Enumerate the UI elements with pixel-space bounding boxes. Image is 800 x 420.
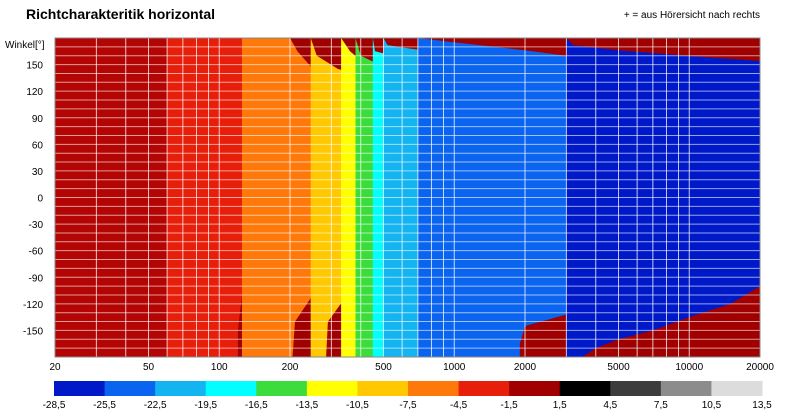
colorbar-swatch	[306, 381, 358, 396]
plot-border	[54, 37, 761, 358]
y-tick-label: 0	[37, 194, 43, 205]
y-tick-label: -90	[29, 273, 44, 284]
y-tick-label: 150	[26, 61, 43, 72]
colorbar-swatch	[54, 381, 106, 396]
colorbar-label: -1,5	[501, 400, 519, 411]
x-tick-label: 1000	[443, 362, 466, 373]
y-tick-label: -30	[29, 220, 44, 231]
x-axis-ticks: 20 50 100 200 500 1000 2000 5000 10000 20000	[49, 362, 774, 373]
colorbar-swatch	[155, 381, 207, 396]
y-tick-label: 120	[26, 87, 43, 98]
grid-lines	[54, 37, 761, 358]
colorbar-swatch	[660, 381, 712, 396]
colorbar-swatch	[509, 381, 561, 396]
colorbar-swatch	[458, 381, 510, 396]
colorbar-swatch	[711, 381, 763, 396]
y-tick-label: 30	[32, 167, 44, 178]
colorbar-label: -16,5	[245, 400, 268, 411]
chart-note: + = aus Hörersicht nach rechts	[623, 10, 760, 21]
x-tick-label: 20	[49, 362, 61, 373]
x-tick-label: 10000	[675, 362, 703, 373]
x-tick-label: 500	[375, 362, 392, 373]
colorbar-swatch	[256, 381, 308, 396]
x-tick-label: 100	[211, 362, 228, 373]
colorbar-label: -19,5	[194, 400, 217, 411]
y-tick-label: -150	[23, 326, 43, 337]
x-tick-label: 200	[282, 362, 299, 373]
colorbar-swatch	[610, 381, 662, 396]
y-axis-label: Winkel[°]	[5, 40, 45, 51]
colorbar-swatch	[559, 381, 611, 396]
chart-title: Richtcharakteritik horizontal	[26, 6, 216, 22]
y-axis-ticks: 150 120 90 60 30 0 -30 -60 -90 -120 -150	[23, 61, 43, 338]
colorbar-label: 4,5	[603, 400, 617, 411]
y-tick-label: 60	[32, 140, 44, 151]
x-tick-label: 5000	[607, 362, 630, 373]
colorbar-label: -28,5	[43, 400, 66, 411]
colorbar-label: -13,5	[295, 400, 318, 411]
x-tick-label: 20000	[746, 362, 774, 373]
colorbar-swatch	[104, 381, 156, 396]
colorbar-label: -10,5	[346, 400, 369, 411]
colorbar-label: 1,5	[553, 400, 567, 411]
colorbar-swatch	[408, 381, 460, 396]
colorbar-label: -22,5	[144, 400, 167, 411]
x-tick-label: 2000	[514, 362, 537, 373]
x-tick-label: 50	[143, 362, 155, 373]
colorbar-label: 10,5	[702, 400, 722, 411]
colorbar-swatch	[205, 381, 257, 396]
colorbar-label: 7,5	[654, 400, 668, 411]
colorbar-label: 13,5	[752, 400, 772, 411]
colorbar: -28,5 -25,5 -22,5 -19,5 -16,5 -13,5 -10,5 -7,5 -…	[43, 381, 772, 411]
y-tick-label: 90	[32, 114, 44, 125]
y-tick-label: -60	[29, 247, 44, 258]
colorbar-label: -7,5	[399, 400, 417, 411]
colorbar-label: -4,5	[450, 400, 468, 411]
colorbar-swatch	[357, 381, 409, 396]
y-tick-label: -120	[23, 300, 43, 311]
colorbar-label: -25,5	[93, 400, 116, 411]
